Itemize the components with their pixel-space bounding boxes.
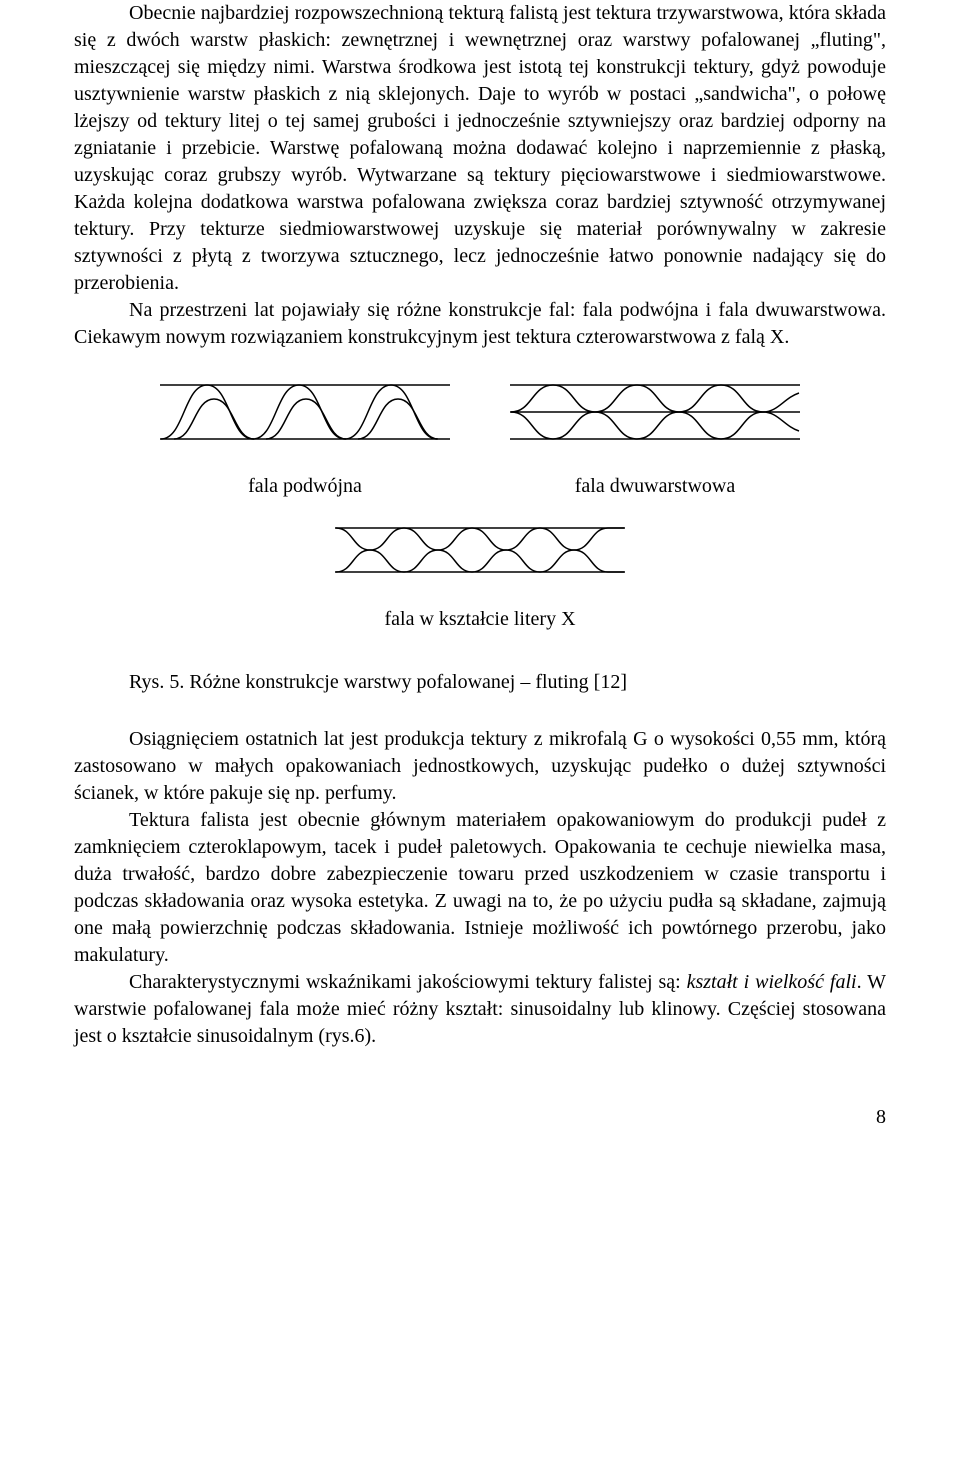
- figure-x-wave: fala w kształcie litery X: [335, 522, 625, 633]
- figure-caption: Rys. 5. Różne konstrukcje warstwy pofalo…: [74, 669, 886, 696]
- figure-two-layer: fala dwuwarstwowa: [510, 379, 800, 500]
- figure-label-a: fala podwójna: [248, 473, 362, 500]
- paragraph-5: Charakterystycznymi wskaźnikami jakościo…: [74, 969, 886, 1050]
- figure-block: fala podwójna fala dwuwarstwowa fala w k…: [74, 379, 886, 633]
- x-wave-svg: [335, 522, 625, 578]
- paragraph-2: Na przestrzeni lat pojawiały się różne k…: [74, 297, 886, 351]
- para5-text-a: Charakterystycznymi wskaźnikami jakościo…: [129, 971, 687, 993]
- figure-double-wave: fala podwójna: [160, 379, 450, 500]
- paragraph-1: Obecnie najbardziej rozpowszechnioną tek…: [74, 0, 886, 297]
- paragraph-3: Osiągnięciem ostatnich lat jest produkcj…: [74, 726, 886, 807]
- page-number: 8: [74, 1104, 886, 1131]
- para5-italic: kształt i wielkość fali: [687, 971, 857, 993]
- figure-label-b: fala dwuwarstwowa: [575, 473, 736, 500]
- figure-label-c: fala w kształcie litery X: [384, 606, 575, 633]
- two-layer-svg: [510, 379, 800, 445]
- paragraph-4: Tektura falista jest obecnie głównym mat…: [74, 807, 886, 969]
- double-wave-svg: [160, 379, 450, 445]
